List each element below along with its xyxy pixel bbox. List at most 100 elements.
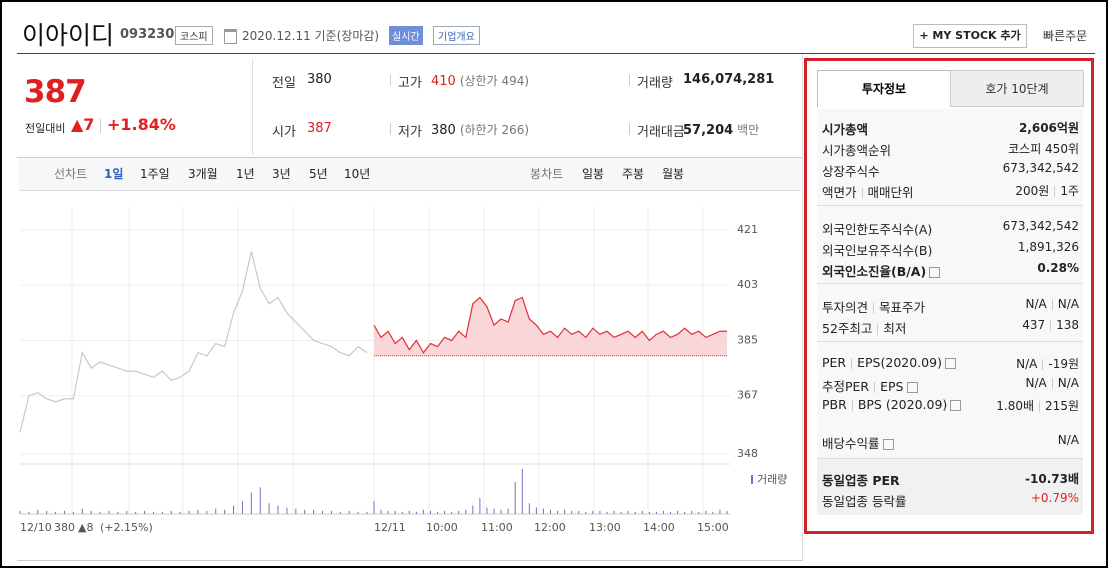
candle-tab[interactable]: 주봉	[622, 167, 645, 181]
divider	[17, 157, 802, 158]
x-tick-label: 15:00	[697, 521, 729, 534]
volume-bar	[259, 487, 261, 514]
info-label-part: 동일업종 PER	[822, 473, 900, 488]
period-tab[interactable]: 1주일	[140, 167, 170, 181]
help-icon[interactable]	[882, 439, 894, 450]
info-value-part: 코스피 450위	[1008, 142, 1079, 156]
summary-label: 고가	[398, 76, 422, 91]
quick-order[interactable]: 빠른주문	[1043, 29, 1088, 43]
volume-bar	[233, 505, 235, 514]
volume-bar	[348, 510, 350, 514]
info-value-part: -10.73배	[1025, 472, 1079, 486]
summary-label: 전일	[272, 76, 296, 91]
volume-bar	[437, 511, 439, 514]
info-label: 외국인보유주식수(B)	[822, 240, 932, 259]
info-label: PER EPS(2020.09)	[822, 355, 956, 370]
stock-name: 이아이디	[22, 21, 115, 50]
info-label: 배당수익률	[822, 433, 894, 452]
divider	[17, 560, 802, 561]
volume-bar	[415, 511, 417, 514]
info-value: 0.28%	[1037, 261, 1079, 275]
info-label: 액면가 매매단위	[822, 182, 914, 201]
volume-bar	[641, 510, 643, 514]
market-badge: 코스피	[175, 26, 213, 45]
candle-tab[interactable]: 월봉	[662, 167, 685, 181]
volume-bar	[564, 509, 566, 514]
sep	[851, 358, 853, 369]
divider	[252, 59, 253, 155]
info-label-part: 동일업종 등락률	[822, 494, 907, 509]
volume-bar	[250, 492, 252, 514]
volume-bar	[37, 509, 39, 514]
period-tab[interactable]: 3개월	[188, 167, 218, 181]
info-label-part: PBR	[822, 397, 847, 412]
x-tick-label: 12:00	[534, 521, 566, 534]
volume-bar	[108, 510, 110, 514]
summary-label: 거래량	[637, 76, 673, 91]
period-tab[interactable]: 10년	[344, 167, 371, 181]
period-tab[interactable]: 1일	[104, 167, 124, 181]
help-icon[interactable]	[906, 382, 918, 393]
volume-bar	[429, 510, 431, 514]
info-tab[interactable]: 호가 10단계	[950, 70, 1084, 107]
info-bg	[817, 459, 1083, 515]
volume-bar	[161, 511, 163, 514]
info-value: 673,342,542	[1003, 161, 1079, 175]
volume-bar	[197, 509, 199, 514]
info-label-part: 액면가	[822, 185, 857, 200]
volume-bar	[521, 469, 523, 514]
candle-tab[interactable]: 일봉	[582, 167, 605, 181]
info-value: N/A	[1058, 433, 1079, 447]
volume-bar	[55, 511, 57, 514]
period-tab[interactable]: 3년	[272, 167, 291, 181]
help-icon[interactable]	[950, 400, 962, 411]
price-line	[373, 296, 727, 354]
help-icon[interactable]	[944, 358, 956, 369]
info-value-part: 138	[1056, 318, 1079, 332]
volume-bar	[241, 501, 243, 514]
info-bg	[817, 109, 1083, 515]
divider	[802, 54, 803, 562]
sep	[877, 324, 879, 335]
my-stock-button[interactable]: + MY STOCK 추가	[913, 24, 1027, 48]
period-tab[interactable]: 5년	[309, 167, 328, 181]
volume-bar	[677, 510, 679, 514]
volume-bar	[606, 511, 608, 514]
volume-bar	[72, 511, 74, 514]
info-value: -10.73배	[1025, 470, 1079, 487]
date: 2020.12.11 기준(장마감)	[242, 29, 380, 43]
volume-bar	[458, 510, 460, 514]
x-tick-label: 10:00	[426, 521, 458, 534]
volume-bar	[542, 508, 544, 514]
info-value-part: 2,606억원	[1018, 121, 1079, 135]
info-value: 1.80배 215원	[996, 397, 1079, 414]
info-value-part: 200원	[1015, 184, 1050, 198]
change-label: 전일대비	[25, 122, 66, 135]
volume-bar	[472, 505, 474, 514]
sep	[873, 303, 875, 314]
volume-bar	[373, 501, 375, 514]
volume-bar	[28, 511, 30, 514]
info-label-part: 외국인보유주식수(B)	[822, 243, 933, 258]
info-label-part: 추정PER	[822, 379, 870, 394]
x-tick-label: 13:00	[589, 521, 621, 534]
volume-bar	[206, 510, 208, 514]
info-label: 상장주식수	[822, 161, 880, 180]
divider	[629, 74, 630, 86]
summary-value: 387	[307, 121, 332, 136]
volume-bar	[330, 510, 332, 514]
info-label-part: 최저	[883, 321, 907, 336]
help-icon[interactable]	[929, 267, 941, 278]
volume-bar	[152, 511, 154, 514]
volume-bar	[507, 508, 509, 514]
company-info[interactable]: 기업개요	[433, 26, 480, 45]
divider	[17, 53, 1095, 54]
info-tab[interactable]: 투자정보	[817, 70, 951, 107]
info-value: 2,606억원	[1019, 119, 1079, 136]
info-value-part: 673,342,542	[1002, 219, 1079, 233]
period-tab[interactable]: 1년	[236, 167, 255, 181]
y-tick-label: 385	[737, 333, 758, 346]
volume-bar	[313, 509, 315, 514]
volume-bar	[387, 510, 389, 514]
info-value-part: 215원	[1045, 399, 1079, 413]
